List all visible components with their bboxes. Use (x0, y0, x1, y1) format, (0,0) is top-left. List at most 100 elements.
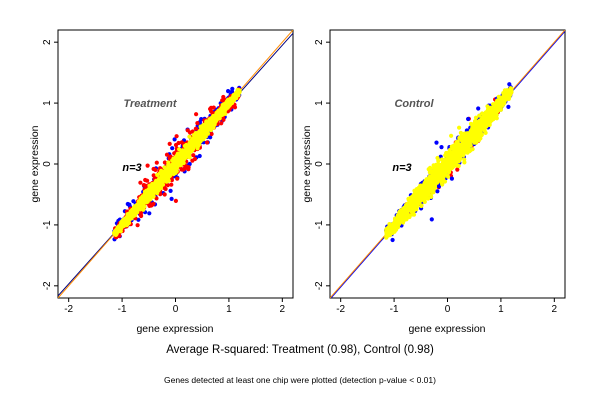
scatter-point (165, 183, 170, 188)
scatter-point (171, 165, 176, 170)
scatter-point (504, 89, 509, 94)
y-tick-label: 1 (42, 100, 53, 106)
scatter-point (411, 209, 416, 215)
y-tick-label: 2 (314, 39, 325, 45)
detection-footnote: Genes detected at least one chip were pl… (164, 375, 436, 385)
scatter-point (151, 193, 156, 198)
scatter-point (236, 89, 242, 94)
scatter-point (209, 119, 214, 124)
scatter-point (159, 172, 164, 177)
scatter-point (143, 183, 148, 188)
scatter-point (201, 130, 206, 135)
control-x-axis-label: gene expression (408, 323, 485, 335)
scatter-point (189, 148, 194, 154)
scatter-point (147, 203, 152, 208)
scatter-point (499, 98, 504, 103)
scatter-point (426, 167, 431, 172)
scatter-point (122, 223, 127, 228)
scatter-point (390, 237, 395, 243)
x-tick-label: -2 (64, 304, 73, 315)
scatter-point (192, 156, 198, 162)
scatter-point (457, 125, 462, 130)
scatter-point (435, 189, 440, 194)
scatter-point (135, 223, 140, 228)
scatter-point (198, 124, 203, 129)
scatter-point (176, 153, 181, 158)
scatter-point (434, 177, 439, 182)
y-tick-label: -2 (314, 281, 325, 290)
scatter-point (458, 153, 463, 158)
scatter-point (460, 135, 465, 140)
scatter-point (185, 128, 190, 133)
scatter-point (114, 228, 120, 233)
scatter-point (476, 106, 481, 111)
x-tick-label: 2 (552, 304, 558, 315)
scatter-point (232, 105, 238, 110)
scatter-point (175, 160, 180, 165)
scatter-point (408, 197, 413, 203)
scatter-point (170, 158, 175, 163)
scatter-point (491, 113, 496, 118)
scatter-point (168, 188, 173, 193)
scatter-point (230, 86, 235, 91)
scatter-point (506, 104, 511, 109)
scatter-point (219, 121, 224, 126)
scatter-point (442, 168, 447, 173)
scatter-point (457, 135, 462, 140)
scatter-point (437, 162, 442, 168)
scatter-point (228, 98, 234, 103)
scatter-point (424, 177, 429, 182)
scatter-point (169, 182, 174, 187)
scatter-point (144, 193, 149, 198)
scatter-point (483, 113, 488, 119)
x-tick-label: 1 (226, 304, 232, 315)
y-tick-label: 0 (314, 161, 325, 167)
scatter-point (483, 130, 488, 135)
scatter-point (208, 135, 213, 140)
scatter-point (479, 131, 484, 137)
scatter-point (459, 145, 464, 150)
scatter-point (449, 157, 454, 162)
x-tick-label: -2 (336, 304, 345, 315)
scatter-point (205, 124, 210, 130)
scatter-point (197, 153, 202, 159)
scatter-point (454, 158, 459, 163)
scatter-point (414, 200, 419, 206)
scatter-point (233, 91, 238, 96)
scatter-point (158, 183, 164, 188)
scatter-point (505, 94, 510, 99)
control-n-annotation: n=3 (392, 162, 411, 174)
control-panel: -2 -1 0 1 2 -2 -1 0 1 2 Control n=3 gene expressi… (301, 29, 566, 335)
scatter-point (197, 129, 202, 135)
scatter-point (507, 82, 512, 87)
scatter-point (446, 174, 451, 179)
treatment-n-annotation: n=3 (122, 162, 141, 174)
scatter-point (182, 166, 187, 171)
scatter-point (195, 121, 200, 126)
scatter-point (199, 117, 204, 122)
scatter-point (387, 228, 392, 233)
scatter-point (484, 124, 489, 129)
scatter-point (411, 201, 416, 206)
scatter-point (400, 217, 405, 222)
scatter-point (475, 133, 481, 138)
scatter-point (449, 176, 454, 181)
scatter-point (168, 154, 173, 159)
scatter-point (173, 142, 179, 148)
scatter-point (126, 218, 131, 223)
scatter-point (174, 134, 179, 139)
scatter-point (179, 151, 184, 156)
scatter-point (211, 116, 216, 121)
scatter-point (429, 217, 434, 222)
scatter-point (439, 172, 444, 177)
scatter-point (430, 173, 435, 178)
scatter-point (197, 142, 202, 147)
scatter-point (409, 206, 414, 211)
scatter-point (447, 149, 452, 154)
scatter-point (468, 136, 473, 141)
scatter-point (485, 117, 490, 122)
scatter-point (487, 107, 493, 112)
scatter-point (478, 136, 483, 141)
scatter-point (134, 202, 140, 207)
scatter-point (497, 107, 502, 112)
